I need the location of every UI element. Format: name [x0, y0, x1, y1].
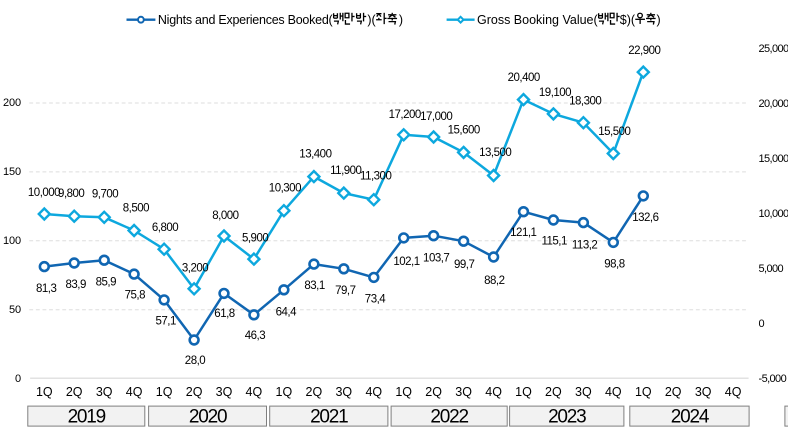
- svg-text:0: 0: [15, 373, 21, 385]
- svg-text:132,6: 132,6: [632, 212, 658, 224]
- svg-text:3Q: 3Q: [96, 385, 113, 399]
- svg-text:): ): [399, 13, 403, 27]
- svg-text:0: 0: [759, 318, 765, 330]
- svg-text:83,1: 83,1: [304, 280, 324, 292]
- svg-text:17,000: 17,000: [420, 111, 452, 123]
- svg-text:103,7: 103,7: [423, 253, 449, 265]
- svg-text:10,000: 10,000: [759, 208, 788, 220]
- svg-text:85,9: 85,9: [96, 276, 116, 288]
- svg-text:17,200: 17,200: [389, 109, 421, 121]
- svg-text:20,400: 20,400: [508, 72, 540, 84]
- svg-text:121,1: 121,1: [510, 227, 536, 239]
- svg-text:83,9: 83,9: [66, 279, 86, 291]
- svg-text:79,7: 79,7: [335, 285, 355, 297]
- svg-text:3,200: 3,200: [182, 262, 208, 274]
- svg-text:2Q: 2Q: [66, 385, 83, 399]
- svg-text:2Q: 2Q: [545, 385, 562, 399]
- svg-text:13,500: 13,500: [479, 147, 511, 159]
- svg-text:2Q: 2Q: [306, 385, 323, 399]
- svg-text:3Q: 3Q: [455, 385, 472, 399]
- svg-text:Gross Booking Value(: Gross Booking Value(: [477, 13, 598, 27]
- svg-text:8,000: 8,000: [212, 210, 238, 222]
- svg-text:5,900: 5,900: [242, 233, 268, 245]
- svg-text:4Q: 4Q: [485, 385, 502, 399]
- svg-text:2Q: 2Q: [665, 385, 682, 399]
- svg-text:25,000: 25,000: [759, 43, 788, 55]
- svg-text:1Q: 1Q: [156, 385, 173, 399]
- svg-text:Nights and Experiences Booked(: Nights and Experiences Booked(: [158, 13, 334, 27]
- svg-text:2Q: 2Q: [186, 385, 203, 399]
- svg-text:11,900: 11,900: [330, 165, 361, 177]
- svg-text:61,8: 61,8: [214, 308, 234, 320]
- svg-text:2024: 2024: [671, 407, 710, 428]
- svg-text:20,000: 20,000: [759, 98, 788, 110]
- svg-text:3Q: 3Q: [575, 385, 592, 399]
- svg-text:113,2: 113,2: [572, 240, 598, 252]
- svg-text:88,2: 88,2: [484, 275, 504, 287]
- svg-text:4Q: 4Q: [126, 385, 143, 399]
- svg-text:100: 100: [3, 235, 21, 247]
- svg-text:4Q: 4Q: [725, 385, 742, 399]
- svg-text:1Q: 1Q: [515, 385, 532, 399]
- svg-text:9,800: 9,800: [58, 188, 84, 200]
- svg-text:1Q: 1Q: [635, 385, 652, 399]
- svg-text:10,000: 10,000: [28, 187, 60, 199]
- svg-text:2021: 2021: [310, 407, 348, 428]
- svg-text:): ): [657, 13, 661, 27]
- svg-text:11,300: 11,300: [360, 170, 391, 182]
- svg-text:50: 50: [9, 304, 21, 316]
- svg-text:3Q: 3Q: [695, 385, 712, 399]
- svg-text:4Q: 4Q: [365, 385, 382, 399]
- svg-text:2023: 2023: [548, 407, 586, 428]
- svg-text:$)(: $)(: [620, 13, 636, 27]
- svg-text:15,000: 15,000: [759, 153, 788, 165]
- svg-text:-5,000: -5,000: [759, 373, 787, 385]
- svg-text:6,800: 6,800: [152, 222, 178, 234]
- svg-text:1Q: 1Q: [36, 385, 53, 399]
- svg-text:2022: 2022: [430, 407, 468, 428]
- svg-text:75,8: 75,8: [125, 289, 145, 301]
- svg-text:10,300: 10,300: [269, 182, 301, 194]
- svg-text:5,000: 5,000: [759, 263, 784, 275]
- svg-text:8,500: 8,500: [123, 203, 149, 215]
- svg-text:1Q: 1Q: [395, 385, 412, 399]
- svg-text:57,1: 57,1: [156, 315, 176, 327]
- svg-text:)(: )(: [367, 13, 376, 27]
- svg-text:150: 150: [3, 166, 21, 178]
- svg-text:9,700: 9,700: [92, 189, 118, 201]
- svg-text:22,900: 22,900: [628, 45, 660, 57]
- svg-text:115,1: 115,1: [541, 235, 567, 247]
- svg-text:13,400: 13,400: [299, 148, 331, 160]
- svg-text:18,300: 18,300: [569, 96, 601, 108]
- svg-text:4Q: 4Q: [605, 385, 622, 399]
- svg-text:2020: 2020: [189, 407, 227, 428]
- svg-text:200: 200: [3, 97, 21, 109]
- svg-text:98,8: 98,8: [604, 259, 624, 271]
- svg-text:19,100: 19,100: [539, 87, 571, 99]
- svg-text:102,1: 102,1: [393, 256, 419, 268]
- svg-text:15,500: 15,500: [598, 126, 630, 138]
- svg-text:64,4: 64,4: [276, 307, 297, 319]
- svg-text:3Q: 3Q: [335, 385, 352, 399]
- svg-text:73,4: 73,4: [365, 293, 386, 305]
- svg-text:28,0: 28,0: [185, 355, 205, 367]
- svg-text:99,7: 99,7: [454, 259, 474, 271]
- svg-text:1Q: 1Q: [276, 385, 293, 399]
- svg-text:3Q: 3Q: [216, 385, 233, 399]
- svg-text:81,3: 81,3: [36, 283, 56, 295]
- svg-text:2019: 2019: [68, 407, 106, 428]
- svg-text:46,3: 46,3: [245, 330, 265, 342]
- svg-text:4Q: 4Q: [246, 385, 263, 399]
- svg-text:15,600: 15,600: [448, 124, 480, 136]
- svg-text:2Q: 2Q: [425, 385, 442, 399]
